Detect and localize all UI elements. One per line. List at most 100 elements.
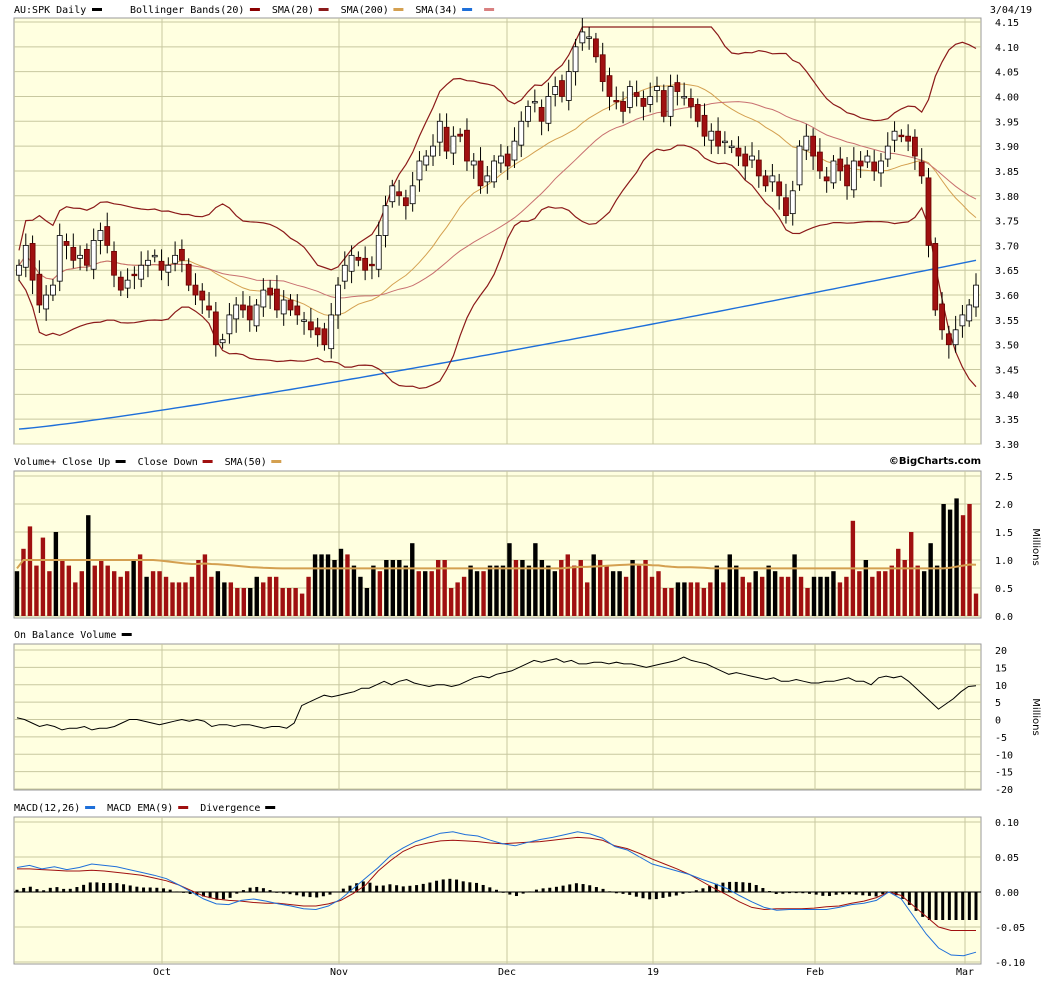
candle-body [233,304,240,320]
legend-swatch [178,806,189,809]
divergence-bar [808,892,812,894]
volume-bar [837,582,843,616]
candle-body [925,177,932,246]
obv-unit-label: Millions [1030,698,1041,735]
divergence-bar [355,883,359,892]
divergence-bar [321,892,325,897]
volume-bar [351,565,357,616]
volume-bar [150,571,156,616]
volume-bar [500,565,506,616]
divergence-bar [308,892,312,898]
volume-bar [766,565,771,616]
volume-bar [591,554,596,616]
volume-bar [896,548,901,616]
volume-bar [559,560,564,616]
volume-bar [468,565,473,616]
volume-bar [539,560,545,616]
divergence-bar [654,892,658,900]
volume-bar [688,582,694,616]
legend-swatch [121,633,132,636]
candle-body [816,151,823,172]
candle-body [681,96,688,99]
candle-body [280,299,287,315]
volume-bar [99,560,104,616]
divergence-bar [914,892,918,911]
x-tick-label: Mar [956,967,974,978]
x-tick-label: Feb [806,967,824,978]
divergence-bar [128,885,132,892]
macd-line [16,831,977,957]
volume-bar [461,576,467,616]
y-tick-label: 0.0 [995,612,1013,623]
legend-label: SMA(34) [415,5,457,16]
candle-body [647,96,654,105]
divergence-bar [907,892,911,905]
candle-body [97,230,104,241]
divergence-bar [648,892,652,900]
divergence-bar [195,892,199,896]
candle-body [22,245,29,268]
divergence-bar [874,892,878,897]
bollinger-lower-line [18,144,977,390]
divergence-bar [621,892,625,894]
volume-bar [526,565,532,616]
divergence-bar [148,887,152,892]
y-tick-label: 20 [995,646,1007,657]
divergence-bar [554,886,558,892]
candle-body [131,273,138,277]
volume-bar [818,576,823,616]
volume-bar [248,588,253,616]
candle-body [932,243,939,311]
candle-body [111,250,117,276]
y-tick-label: 3.45 [995,366,1019,377]
divergence-bar [541,888,545,892]
candle-body [348,254,355,272]
volume-bar [21,548,26,616]
candle-body [626,86,633,108]
volume-bar [973,593,979,616]
candle-body [16,264,22,276]
volume-bar [448,588,454,616]
volume-bar [455,582,460,616]
volume-bar [656,571,661,616]
candle-body [267,287,274,296]
divergence-bar [668,892,672,897]
volume-bar [585,582,590,616]
candle-body [104,226,111,246]
volume-bar [617,571,622,616]
divergence-bar [534,889,538,892]
volume-bar [610,571,616,616]
volume-bar [533,543,538,616]
divergence-bar [581,884,585,892]
volume-bar [27,526,33,616]
y-tick-label: 4.05 [995,68,1019,79]
volume-bar [435,560,441,616]
candle-body [715,130,721,147]
volume-bar [261,582,266,616]
divergence-bar [688,891,692,893]
volume-bar [889,565,894,616]
candle-body [117,276,124,291]
legend-label: Divergence [200,803,260,814]
divergence-bar [941,892,945,920]
candle-body [749,155,755,161]
candle-body [898,134,905,138]
divergence-bar [301,892,305,897]
volume-bar [73,582,78,616]
candle-body [396,191,402,197]
candle-body [36,273,43,306]
volume-bar [390,560,396,616]
divergence-bar [614,892,618,894]
candle-body [810,135,817,157]
y-tick-label: 3.60 [995,291,1019,302]
volume-bar [779,576,784,616]
y-tick-label: 3.85 [995,167,1019,178]
candle-body [301,319,307,322]
candle-body [63,241,70,246]
volume-bar [675,582,681,616]
candle-body [457,133,464,137]
volume-bar [565,554,570,616]
candle-body [531,101,538,104]
volume-bar [105,565,110,616]
legend-label: SMA(200) [341,5,389,16]
